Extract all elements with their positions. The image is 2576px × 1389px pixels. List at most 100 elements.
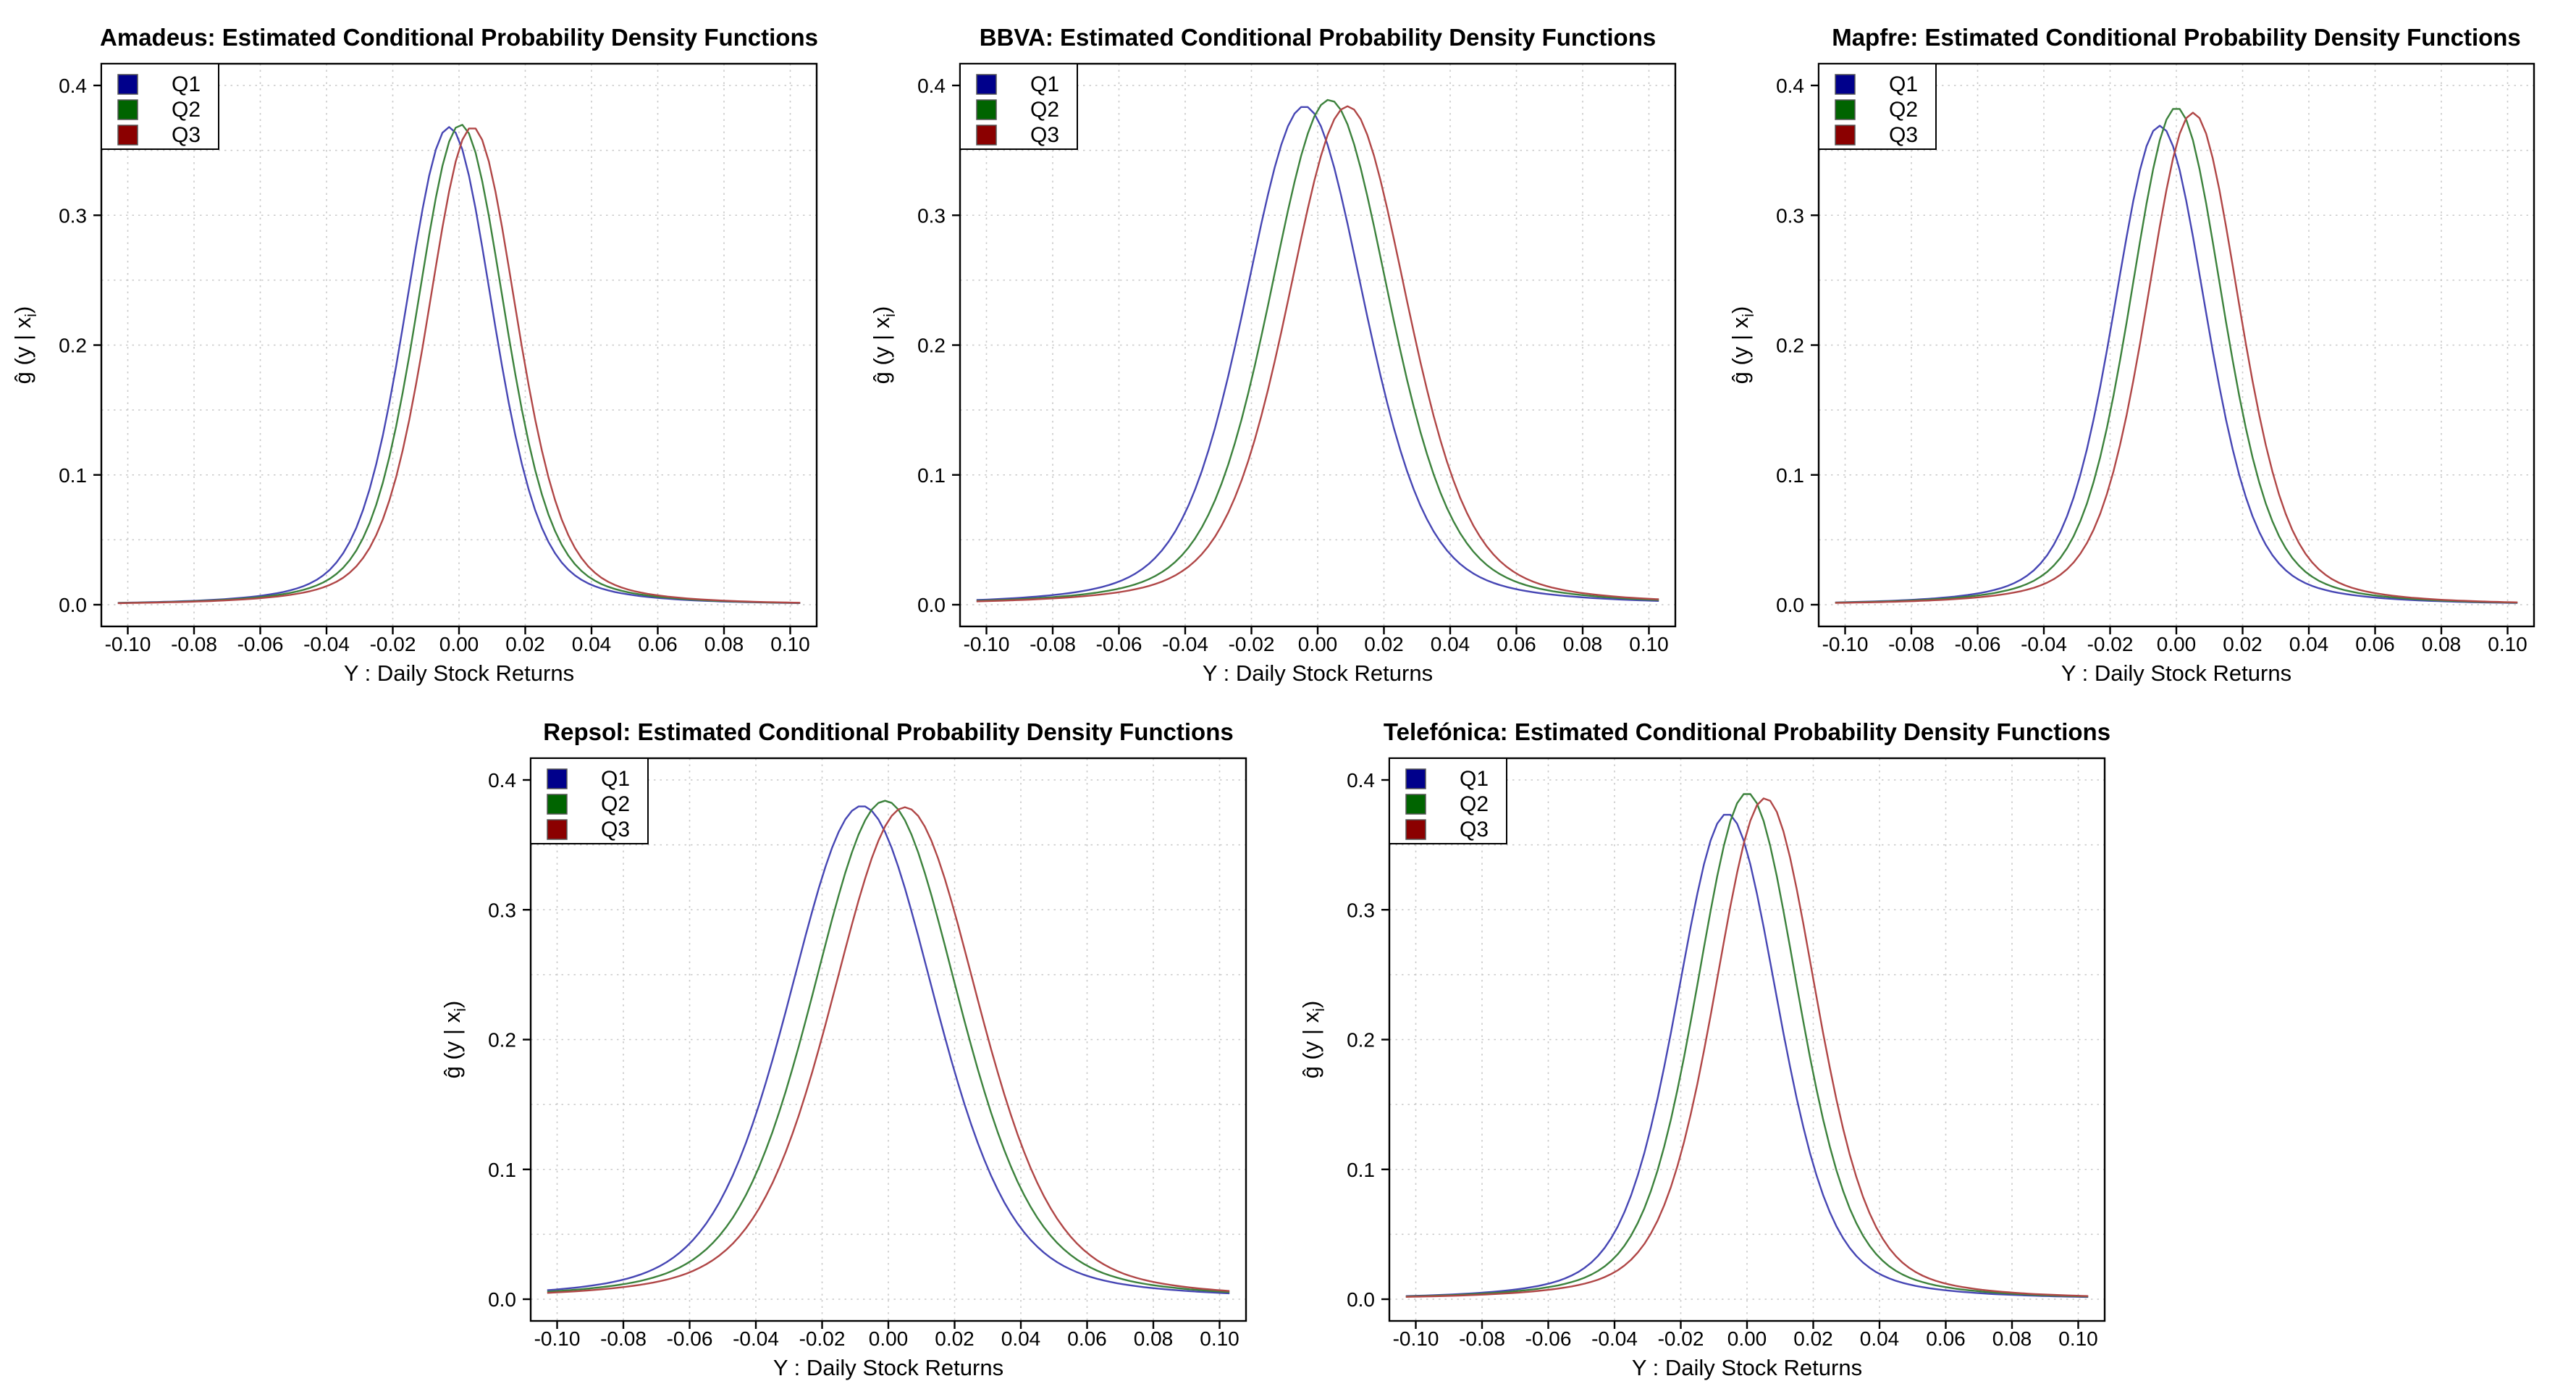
- legend-swatch-q3: [1835, 125, 1856, 146]
- legend-swatch-q3: [117, 125, 138, 146]
- y-tick-label: 0.2: [917, 335, 946, 357]
- x-tick-label: 0.06: [1926, 1327, 1966, 1350]
- x-tick-label: 0.04: [1860, 1327, 1900, 1350]
- x-axis-label: Y : Daily Stock Returns: [1203, 660, 1433, 686]
- y-tick-label: 0.3: [917, 204, 946, 227]
- y-tick-label: 0.2: [59, 335, 87, 357]
- x-tick-label: -0.08: [600, 1327, 647, 1350]
- curve-q3: [117, 127, 801, 605]
- legend-swatch-q1: [547, 768, 568, 789]
- x-tick-label: 0.00: [869, 1327, 909, 1350]
- x-tick-label: -0.02: [799, 1327, 846, 1350]
- y-axis-label: ĝ (y | xi): [439, 1001, 469, 1079]
- x-axis-label: Y : Daily Stock Returns: [2061, 660, 2291, 686]
- panel-bbva: BBVA: Estimated Conditional Probability …: [869, 24, 1677, 686]
- panel-amadeus: Amadeus: Estimated Conditional Probabili…: [10, 24, 818, 686]
- x-tick-label: 0.10: [770, 633, 810, 655]
- x-tick-label: 0.06: [2355, 633, 2395, 655]
- x-tick-label: 0.08: [704, 633, 744, 655]
- x-tick-label: 0.04: [2289, 633, 2329, 655]
- x-tick-label: 0.08: [1134, 1327, 1174, 1350]
- x-axis-label: Y : Daily Stock Returns: [1632, 1355, 1862, 1380]
- legend-swatch-q2: [1405, 794, 1426, 815]
- x-tick-label: -0.10: [105, 633, 151, 655]
- x-tick-label: 0.06: [1497, 633, 1536, 655]
- legend-label-q2: Q2: [601, 792, 630, 816]
- y-tick-label: 0.4: [488, 769, 516, 792]
- panel-telefonica: Telefónica: Estimated Conditional Probab…: [1298, 718, 2110, 1380]
- y-tick-label: 0.4: [1776, 75, 1804, 97]
- y-tick-label: 0.1: [1776, 464, 1804, 487]
- curve-q3: [547, 806, 1230, 1294]
- y-axis-label: ĝ (y | xi): [1298, 1001, 1328, 1079]
- y-tick-label: 0.4: [917, 75, 946, 97]
- legend-label-q2: Q2: [1030, 98, 1059, 122]
- legend-label-q1: Q1: [1030, 72, 1059, 96]
- x-tick-label: 0.04: [1431, 633, 1470, 655]
- curve-q3: [1835, 112, 2518, 604]
- y-tick-label: 0.0: [488, 1288, 516, 1311]
- curve-q1: [547, 805, 1230, 1295]
- x-tick-label: 0.02: [505, 633, 545, 655]
- x-tick-label: -0.08: [1459, 1327, 1505, 1350]
- x-tick-label: 0.08: [1992, 1327, 2032, 1350]
- legend-label-q3: Q3: [1460, 818, 1489, 842]
- y-tick-label: 0.1: [488, 1159, 516, 1181]
- curve-q2: [1835, 108, 2518, 604]
- x-tick-label: -0.06: [1525, 1327, 1572, 1350]
- curve-q1: [976, 106, 1659, 602]
- legend-swatch-q1: [117, 74, 138, 95]
- panel-title: Repsol: Estimated Conditional Probabilit…: [543, 718, 1233, 745]
- x-axis-label: Y : Daily Stock Returns: [773, 1355, 1003, 1380]
- x-tick-label: 0.10: [2058, 1327, 2098, 1350]
- x-tick-label: 0.02: [1793, 1327, 1833, 1350]
- legend-swatch-q1: [1835, 74, 1856, 95]
- legend-swatch-q1: [1405, 768, 1426, 789]
- gridlines: [960, 64, 1675, 626]
- legend-label-q3: Q3: [1030, 123, 1059, 147]
- y-tick-label: 0.3: [59, 204, 87, 227]
- curve-q1: [1405, 813, 2089, 1298]
- legend-swatch-q2: [976, 99, 997, 120]
- legend-label-q1: Q1: [601, 767, 630, 791]
- y-axis-label: ĝ (y | xi): [869, 306, 898, 385]
- y-tick-label: 0.0: [1347, 1288, 1375, 1311]
- y-tick-label: 0.0: [917, 594, 946, 616]
- curve-q2: [117, 124, 801, 604]
- x-tick-label: 0.02: [935, 1327, 975, 1350]
- y-tick-label: 0.3: [1347, 899, 1375, 921]
- x-tick-label: -0.04: [1162, 633, 1208, 655]
- legend-label-q2: Q2: [1889, 98, 1918, 122]
- x-tick-label: -0.08: [171, 633, 217, 655]
- panel-repsol: Repsol: Estimated Conditional Probabilit…: [439, 718, 1247, 1380]
- y-tick-label: 0.4: [59, 75, 87, 97]
- legend-swatch-q2: [547, 794, 568, 815]
- curve-q3: [976, 105, 1659, 603]
- curve-q2: [547, 800, 1230, 1293]
- x-tick-label: 0.00: [439, 633, 479, 655]
- curve-q1: [1835, 125, 2518, 604]
- x-tick-label: 0.10: [2488, 633, 2527, 655]
- x-tick-label: -0.02: [2087, 633, 2134, 655]
- legend-swatch-q2: [1835, 99, 1856, 120]
- x-tick-label: -0.06: [237, 633, 284, 655]
- x-tick-label: -0.04: [1591, 1327, 1638, 1350]
- panel-title: Mapfre: Estimated Conditional Probabilit…: [1832, 24, 2521, 51]
- gridlines: [531, 758, 1246, 1321]
- panel-title: BBVA: Estimated Conditional Probability …: [980, 24, 1656, 51]
- y-tick-label: 0.2: [488, 1029, 516, 1052]
- x-tick-label: 0.08: [1563, 633, 1603, 655]
- legend-label-q3: Q3: [601, 818, 630, 842]
- legend-label-q1: Q1: [1889, 72, 1918, 96]
- x-tick-label: -0.02: [1229, 633, 1275, 655]
- x-tick-label: -0.10: [964, 633, 1010, 655]
- x-tick-label: -0.08: [1030, 633, 1076, 655]
- panel-title: Amadeus: Estimated Conditional Probabili…: [100, 24, 818, 51]
- x-axis-label: Y : Daily Stock Returns: [344, 660, 574, 686]
